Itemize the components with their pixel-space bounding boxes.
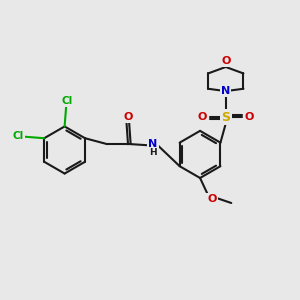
Text: S: S	[221, 110, 230, 124]
Text: N: N	[221, 86, 230, 96]
Text: O: O	[221, 56, 230, 66]
Text: O: O	[207, 194, 217, 204]
Text: Cl: Cl	[61, 96, 72, 106]
Text: N: N	[148, 139, 158, 149]
Text: Cl: Cl	[12, 131, 24, 141]
Text: H: H	[149, 148, 157, 157]
Text: O: O	[124, 112, 133, 122]
Text: O: O	[198, 112, 207, 122]
Text: O: O	[244, 112, 254, 122]
